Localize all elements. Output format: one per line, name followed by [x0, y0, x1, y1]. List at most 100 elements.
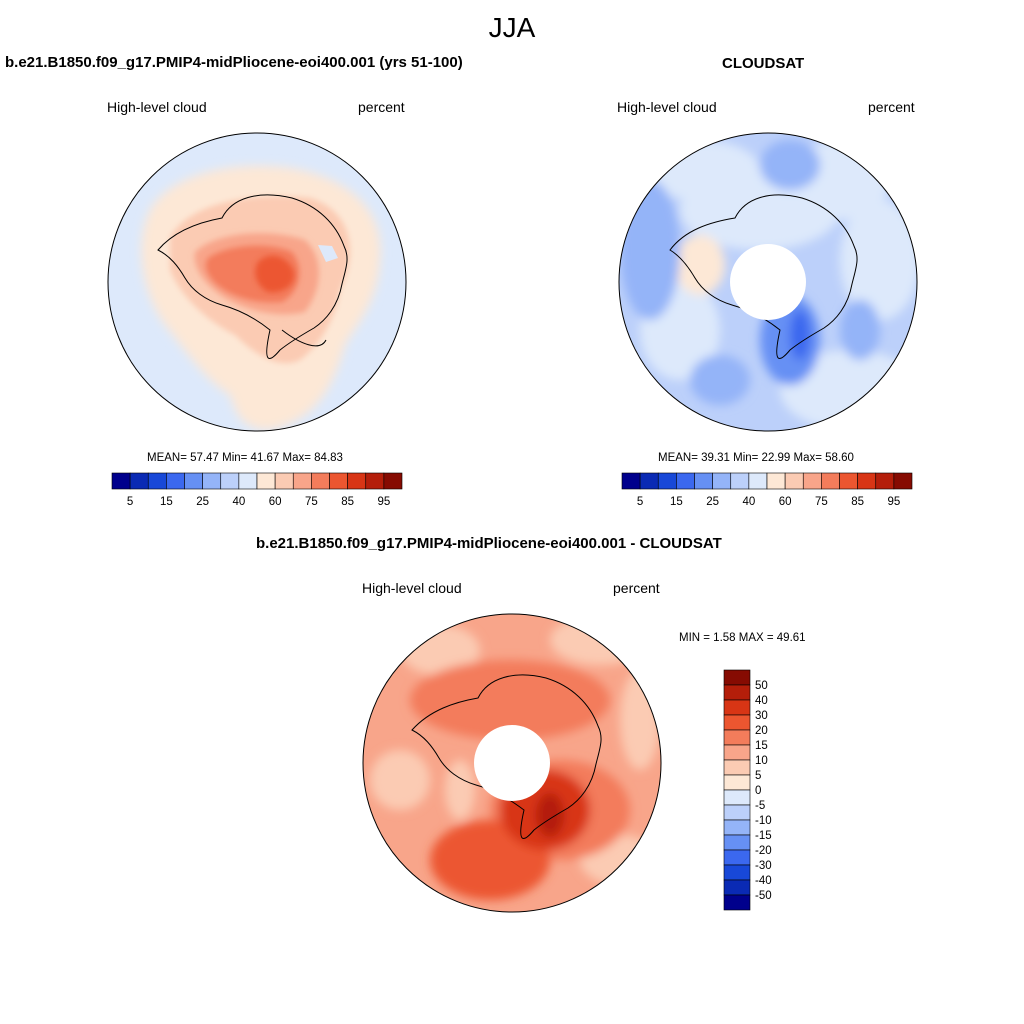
colorbar-swatch	[147, 472, 167, 490]
colorbar-tick-label: 15	[670, 496, 683, 508]
colorbar-model: 5 15 25 40 60 75 85 95	[111, 472, 403, 508]
colorbar-swatch	[723, 834, 751, 851]
colorbar-swatch	[748, 472, 768, 490]
colorbar-tick-label: -5	[755, 800, 765, 812]
colorbar-swatch	[256, 472, 276, 490]
polar-gap	[474, 725, 550, 801]
colorbar-tick-label: 25	[706, 496, 719, 508]
colorbar-swatch	[723, 699, 751, 716]
colorbar-tick-label: 85	[851, 496, 864, 508]
colorbar-swatch	[857, 472, 877, 490]
colorbar-swatch	[657, 472, 677, 490]
colorbar-tick-label: -15	[755, 830, 772, 842]
colorbar-tick-label: 95	[887, 496, 900, 508]
model-field-fill	[108, 133, 406, 431]
colorbar-tick-label: 5	[637, 496, 643, 508]
colorbar-swatch	[723, 744, 751, 761]
colorbar-tick-label: 40	[755, 695, 768, 707]
colorbar-swatch	[723, 774, 751, 791]
colorbar-swatch	[875, 472, 895, 490]
colorbar-swatch	[712, 472, 732, 490]
colorbar-swatch	[723, 804, 751, 821]
colorbar-swatch	[202, 472, 222, 490]
colorbar-swatch	[274, 472, 294, 490]
colorbar-swatch	[347, 472, 367, 490]
cloudsat-panel-title: CLOUDSAT	[722, 55, 805, 72]
colorbar-swatch	[676, 472, 695, 490]
colorbar-tick-label: 95	[377, 496, 390, 508]
colorbar-swatch	[730, 472, 750, 490]
colorbar-swatch	[723, 879, 751, 896]
difference-stats: MIN = 1.58 MAX = 49.61	[679, 632, 806, 644]
colorbar-swatch	[784, 472, 804, 490]
colorbar-swatch	[893, 472, 913, 490]
colorbar-tick-label: 60	[269, 496, 282, 508]
colorbar-swatch	[839, 472, 858, 490]
colorbar-swatch	[723, 714, 751, 731]
model-variable-label: High-level cloud	[107, 99, 207, 115]
colorbar-swatch	[723, 894, 751, 911]
map-panel-cloudsat	[618, 132, 918, 432]
colorbar-tick-label: 20	[755, 725, 768, 737]
map-panel-difference	[362, 613, 662, 913]
colorbar-swatch	[365, 472, 385, 490]
colorbar-tick-label: 85	[341, 496, 354, 508]
colorbar-swatch	[166, 472, 185, 490]
colorbar-tick-label: -10	[755, 815, 772, 827]
colorbar-swatch	[621, 472, 641, 490]
colorbar-tick-label: -20	[755, 845, 772, 857]
colorbar-tick-label: 10	[755, 755, 768, 767]
colorbar-tick-label: 40	[232, 496, 245, 508]
colorbar-swatch	[220, 472, 240, 490]
colorbar-tick-label: 15	[755, 740, 768, 752]
colorbar-swatch	[694, 472, 713, 490]
season-title: JJA	[488, 12, 536, 43]
colorbar-tick-label: 50	[755, 680, 768, 692]
cloudsat-stats: MEAN= 39.31 Min= 22.99 Max= 58.60	[658, 452, 854, 464]
colorbar-tick-label: 5	[127, 496, 133, 508]
colorbar-tick-label: 30	[755, 710, 768, 722]
colorbar-swatch	[723, 669, 751, 686]
cloudsat-variable-label: High-level cloud	[617, 99, 717, 115]
model-units-label: percent	[358, 99, 405, 115]
colorbar-swatch	[129, 472, 149, 490]
colorbar-swatch	[238, 472, 258, 490]
colorbar-swatch	[802, 472, 822, 490]
colorbar-tick-label: -30	[755, 860, 772, 872]
colorbar-swatch	[723, 729, 751, 746]
colorbar-tick-label: 75	[815, 496, 828, 508]
colorbar-tick-label: 5	[755, 770, 761, 782]
colorbar-swatch	[639, 472, 659, 490]
colorbar-swatch	[723, 759, 751, 776]
colorbar-swatch	[766, 472, 786, 490]
colorbar-swatch	[723, 819, 751, 836]
colorbar-tick-label: 25	[196, 496, 209, 508]
colorbar-swatch	[723, 849, 751, 866]
difference-units-label: percent	[613, 580, 660, 596]
polar-gap	[730, 244, 806, 320]
model-panel-title: b.e21.B1850.f09_g17.PMIP4-midPliocene-eo…	[5, 54, 463, 71]
colorbar-tick-label: 15	[160, 496, 173, 508]
colorbar-swatch	[329, 472, 348, 490]
map-panel-model	[107, 132, 407, 432]
colorbar-swatch	[723, 864, 751, 881]
colorbar-tick-label: 75	[305, 496, 318, 508]
colorbar-tick-label: 40	[742, 496, 755, 508]
colorbar-tick-label: 60	[779, 496, 792, 508]
colorbar-swatch	[821, 472, 840, 490]
difference-panel-title: b.e21.B1850.f09_g17.PMIP4-midPliocene-eo…	[256, 535, 722, 552]
colorbar-swatch	[292, 472, 312, 490]
colorbar-tick-label: -40	[755, 875, 772, 887]
colorbar-swatch	[723, 684, 751, 701]
colorbar-swatch	[111, 472, 131, 490]
colorbar-swatch	[723, 789, 751, 806]
colorbar-tick-label: 0	[755, 785, 761, 797]
difference-variable-label: High-level cloud	[362, 580, 462, 596]
model-stats: MEAN= 57.47 Min= 41.67 Max= 84.83	[147, 452, 343, 464]
cloudsat-units-label: percent	[868, 99, 915, 115]
colorbar-tick-label: -50	[755, 890, 772, 902]
colorbar-swatch	[311, 472, 330, 490]
colorbar-swatch	[184, 472, 203, 490]
